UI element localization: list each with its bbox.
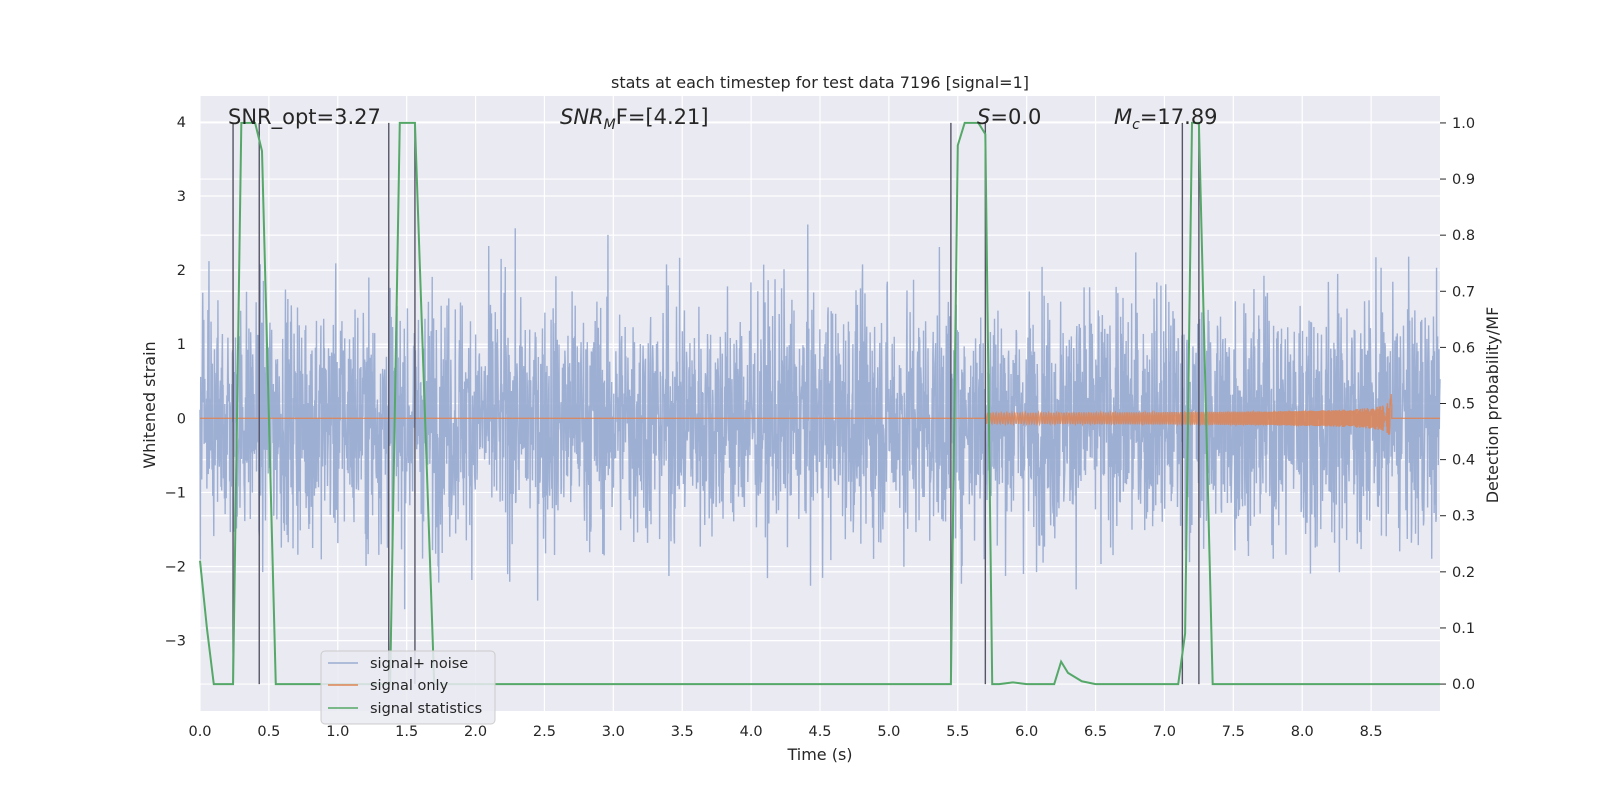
annotation-s-rest: =0.0 xyxy=(990,105,1041,129)
y-tick-label: 0 xyxy=(177,411,186,427)
x-tick-label: 2.5 xyxy=(533,724,556,740)
x-tick-label: 7.5 xyxy=(1222,724,1245,740)
y2-tick-label: 0.5 xyxy=(1452,397,1475,413)
y2-tick-label: 0.0 xyxy=(1452,677,1475,693)
x-tick-label: 2.0 xyxy=(464,724,487,740)
x-tick-label: 1.5 xyxy=(395,724,418,740)
x-tick-label: 4.5 xyxy=(808,724,831,740)
x-tick-label: 4.0 xyxy=(740,724,763,740)
y2-axis-ticks: 1.0 0.9 0.8 0.7 0.6 0.5 0.4 0.3 0.2 0.1 0.0 xyxy=(1440,116,1475,693)
y2-tick-label: 0.9 xyxy=(1452,172,1475,188)
annotation-s-main: S xyxy=(977,105,990,129)
annotation-s: S=0.0 xyxy=(977,105,1041,129)
y-tick-label: −1 xyxy=(165,485,186,501)
x-tick-label: 8.5 xyxy=(1360,724,1383,740)
vertical-markers xyxy=(232,122,1200,685)
chart-title: stats at each timestep for test data 719… xyxy=(611,73,1029,92)
y2-tick-label: 0.2 xyxy=(1452,565,1475,581)
legend-box xyxy=(320,650,496,725)
annotation-snr-mf-main: SNR xyxy=(560,105,604,129)
y-tick-label: 4 xyxy=(177,115,186,131)
y2-tick-label: 0.6 xyxy=(1452,340,1475,356)
y-tick-label: 1 xyxy=(177,337,186,353)
legend-label-signal-statistics: signal statistics xyxy=(370,701,482,717)
y2-axis-label: Detection probability/MF xyxy=(1483,307,1502,504)
x-tick-label: 3.0 xyxy=(602,724,625,740)
series-line-signal-statistics xyxy=(199,121,1440,686)
annotation-snr-mf: SNRMF=[4.21] xyxy=(560,105,709,133)
annotation-mc-main: M xyxy=(1114,105,1132,129)
y2-tick-label: 0.7 xyxy=(1452,284,1475,300)
x-tick-label: 5.0 xyxy=(877,724,900,740)
series-signal-noise xyxy=(199,224,1441,610)
x-tick-label: 3.5 xyxy=(671,724,694,740)
y2-tick-label: 0.3 xyxy=(1452,509,1475,525)
annotation-mc-rest: =17.89 xyxy=(1140,105,1218,129)
annotation-snr-mf-sub: M xyxy=(604,117,616,133)
y2-tick-label: 0.4 xyxy=(1452,453,1475,469)
legend-label-signal-noise: signal+ noise xyxy=(370,656,468,672)
y-axis-label: Whitened strain xyxy=(140,341,159,468)
x-axis-label: Time (s) xyxy=(786,745,852,764)
x-tick-label: 7.0 xyxy=(1153,724,1176,740)
x-tick-label: 6.5 xyxy=(1084,724,1107,740)
annotation-mc-sub: c xyxy=(1132,117,1140,133)
series-line-signal-noise xyxy=(199,224,1441,610)
x-tick-label: 0.5 xyxy=(257,724,280,740)
legend: signal+ noise signal only signal statist… xyxy=(320,650,496,725)
series-signal-statistics xyxy=(199,121,1440,686)
annotation-snr-mf-rest: F=[4.21] xyxy=(616,105,709,129)
y-tick-label: 3 xyxy=(177,189,186,205)
x-tick-label: 0.0 xyxy=(188,724,211,740)
y-tick-label: 2 xyxy=(177,263,186,279)
x-tick-label: 8.0 xyxy=(1291,724,1314,740)
x-tick-label: 5.5 xyxy=(946,724,969,740)
x-tick-label: 1.0 xyxy=(326,724,349,740)
annotation-mc: Mc=17.89 xyxy=(1114,105,1218,133)
y-tick-label: −3 xyxy=(165,634,186,650)
x-tick-label: 6.0 xyxy=(1015,724,1038,740)
y2-tick-label: 0.8 xyxy=(1452,228,1475,244)
y2-tick-label: 1.0 xyxy=(1452,116,1475,132)
y2-tick-label: 0.1 xyxy=(1452,621,1475,637)
annotation-snr-opt: SNR_opt=3.27 xyxy=(228,105,381,130)
x-axis-ticks: 0.0 0.5 1.0 1.5 2.0 2.5 3.0 3.5 4.0 4.5 5.0 5.5 6.0 6… xyxy=(188,724,1382,740)
y-tick-label: −2 xyxy=(165,560,186,576)
legend-label-signal-only: signal only xyxy=(370,678,449,694)
y-axis-ticks: 4 3 2 1 0 −1 −2 −3 xyxy=(165,115,186,650)
